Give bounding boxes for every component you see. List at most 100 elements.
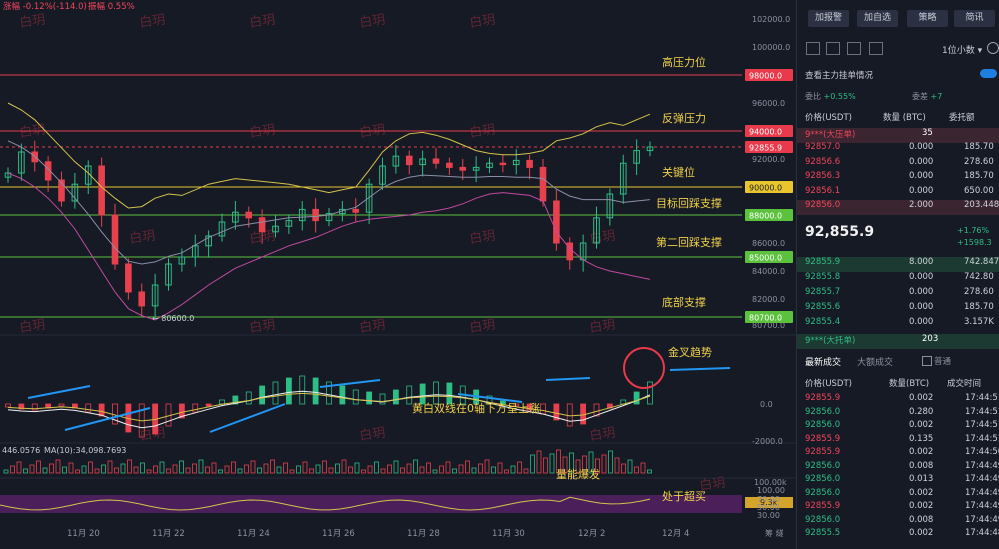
trade-price: 92855.9 — [805, 393, 841, 403]
macd-dif-line — [7, 390, 651, 429]
sidebar: 加报警 加自选 策略 简讯 1位小数 ▾ 查看主力挂单情况 委比 +0.55% … — [796, 0, 999, 549]
big-buy-label: 9***(大托单) — [805, 336, 856, 346]
trade-price: 92856.0 — [805, 420, 841, 430]
ask-row[interactable]: 92856.3 0.000 185.70 — [797, 171, 999, 186]
tab-big-trades[interactable]: 大额成交 — [857, 358, 894, 368]
normal-checkbox[interactable] — [922, 356, 932, 366]
volume-bar — [634, 466, 639, 474]
trades-col-price: 价格(USDT) — [805, 379, 852, 389]
macd-bar — [526, 403, 533, 411]
depth-toggle[interactable] — [980, 69, 997, 78]
ask-row[interactable]: 92856.1 0.000 650.00 — [797, 186, 999, 201]
kline-chart[interactable]: 涨幅 -0.12%(-114.0) 振幅 0.55%白玥 白玥 白玥 白玥 白玥白玥 白玥白… — [0, 0, 796, 549]
volume-axis: 100.00k — [754, 478, 787, 487]
cell-amount: 185.70 — [964, 142, 994, 152]
trade-price: 92856.0 — [805, 460, 841, 471]
trade-price: 92856.0 — [805, 514, 841, 525]
x-tick: 11月 28 — [407, 529, 440, 539]
ask-row[interactable]: 92856.6 0.000 278.60 — [797, 157, 999, 172]
level-note: 反弹压力 — [662, 111, 706, 125]
add-watchlist-button[interactable]: 加自选 — [857, 10, 898, 27]
news-button[interactable]: 简讯 — [954, 10, 995, 27]
ask-row[interactable]: 92856.0 2.000 203.448K — [797, 200, 999, 215]
strategy-button[interactable]: 策略 — [907, 10, 948, 27]
trade-time: 17:44:50 — [965, 447, 999, 457]
layout-asks-icon[interactable] — [847, 42, 861, 55]
amp-text: 振幅 0.55% — [88, 1, 135, 12]
volume-bar — [75, 469, 80, 474]
layout-both-icon[interactable] — [806, 42, 820, 55]
tab-latest-trades[interactable]: 最新成交 — [805, 358, 842, 368]
volume-bar — [107, 460, 113, 474]
volume-bar — [244, 464, 249, 474]
volume-bar — [36, 460, 41, 474]
macd-bar — [379, 393, 386, 405]
level-note: 底部支撑 — [662, 295, 706, 309]
rsi-line — [0, 496, 651, 511]
level-badge — [745, 251, 793, 263]
watermark-text: 白玥 — [468, 11, 496, 30]
candle-body — [71, 183, 79, 202]
volume-bar — [387, 464, 392, 474]
decimals-select[interactable]: 1位小数 ▾ — [942, 46, 983, 56]
volume-current: 9.3k — [760, 498, 778, 507]
bid-row[interactable]: 92855.8 0.000 742.80 — [797, 272, 999, 287]
volume-bar — [309, 468, 314, 474]
bid-row[interactable]: 92855.6 0.000 185.70 — [797, 302, 999, 317]
cell-price: 92855.8 — [805, 272, 841, 282]
candle-body — [18, 151, 25, 174]
price-tick: 80700.0 — [752, 321, 785, 330]
volume-bar — [562, 456, 568, 474]
ask-row[interactable]: 92857.0 0.000 185.70 — [797, 142, 999, 157]
volume-bar — [647, 469, 652, 474]
volume-bar — [517, 461, 522, 474]
volume-bar — [224, 465, 230, 474]
trade-qty: 0.002 — [909, 501, 934, 511]
layout-bids-icon[interactable] — [826, 42, 840, 55]
candle-body — [191, 245, 199, 258]
trade-row: 92855.9 0.135 17:44:51 — [797, 434, 999, 449]
trade-row: 92855.5 0.002 17:44:48 — [797, 528, 999, 543]
bid-row[interactable]: 92855.7 0.000 278.60 — [797, 287, 999, 302]
annotation-arrow — [457, 393, 523, 403]
watermark-text: 白玥 — [358, 424, 386, 443]
volume-bar — [101, 464, 106, 474]
volume-bar — [536, 450, 542, 474]
volume-bar — [68, 462, 74, 474]
x-tick: 11月 26 — [322, 529, 355, 539]
layout-list-icon[interactable] — [869, 42, 883, 55]
bid-row[interactable]: 92855.4 0.000 3.157K — [797, 317, 999, 332]
candle-body — [44, 161, 52, 181]
bid-row[interactable]: 92855.9 8.000 742.847K — [797, 257, 999, 272]
trade-qty: 0.002 — [909, 447, 934, 457]
last-change: +1.76% — [957, 226, 990, 235]
volume-bar — [328, 467, 334, 474]
candle-body — [312, 208, 319, 222]
volume-bar — [491, 466, 496, 474]
trade-qty: 0.135 — [909, 433, 934, 444]
candle-body — [325, 213, 333, 222]
trade-qty: 0.002 — [909, 528, 934, 538]
level-badge-text: 88000.0 — [749, 212, 782, 221]
cell-amount: 278.60 — [964, 156, 994, 167]
volume-bar — [237, 468, 243, 474]
trade-price: 92855.5 — [805, 528, 841, 538]
candle-body — [459, 166, 467, 171]
volume-bar — [400, 467, 405, 474]
macd-bar — [647, 381, 653, 405]
volume-bar — [127, 459, 132, 474]
volume-bar — [250, 460, 256, 474]
col-qty: 数量 (BTC) — [883, 113, 926, 123]
watermark-text: 白玥 — [18, 316, 46, 335]
cell-price: 92856.1 — [805, 185, 841, 196]
candle-body — [178, 256, 186, 265]
ratio-value: +0.55% — [823, 92, 856, 101]
volume-bar — [510, 465, 516, 474]
col-amount: 委托额 — [949, 113, 975, 123]
candle-body — [486, 162, 493, 168]
add-alert-button[interactable]: 加报警 — [808, 10, 849, 27]
trade-row: 92855.9 0.002 17:44:49 — [797, 501, 999, 516]
settings-icon[interactable] — [987, 42, 999, 54]
macd-dea-line — [7, 392, 651, 422]
candle-body — [365, 183, 373, 213]
